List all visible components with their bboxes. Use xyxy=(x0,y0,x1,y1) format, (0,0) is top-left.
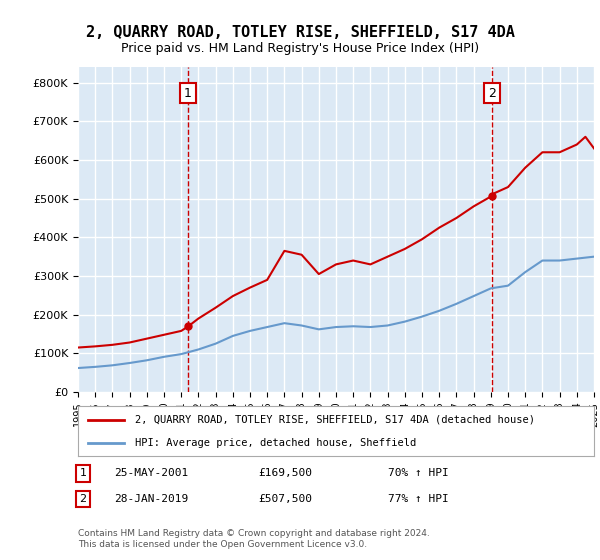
Text: 1: 1 xyxy=(184,87,192,100)
Text: 2, QUARRY ROAD, TOTLEY RISE, SHEFFIELD, S17 4DA: 2, QUARRY ROAD, TOTLEY RISE, SHEFFIELD, … xyxy=(86,25,514,40)
Text: 2: 2 xyxy=(488,87,496,100)
Text: 70% ↑ HPI: 70% ↑ HPI xyxy=(388,468,448,478)
Text: HPI: Average price, detached house, Sheffield: HPI: Average price, detached house, Shef… xyxy=(135,438,416,448)
Text: 2: 2 xyxy=(80,494,87,504)
Text: 28-JAN-2019: 28-JAN-2019 xyxy=(114,494,188,504)
Text: Price paid vs. HM Land Registry's House Price Index (HPI): Price paid vs. HM Land Registry's House … xyxy=(121,42,479,55)
Text: £169,500: £169,500 xyxy=(259,468,313,478)
Text: Contains HM Land Registry data © Crown copyright and database right 2024.
This d: Contains HM Land Registry data © Crown c… xyxy=(78,529,430,549)
Text: 2, QUARRY ROAD, TOTLEY RISE, SHEFFIELD, S17 4DA (detached house): 2, QUARRY ROAD, TOTLEY RISE, SHEFFIELD, … xyxy=(135,414,535,424)
Text: 77% ↑ HPI: 77% ↑ HPI xyxy=(388,494,448,504)
Text: £507,500: £507,500 xyxy=(259,494,313,504)
Text: 1: 1 xyxy=(80,468,86,478)
Text: 25-MAY-2001: 25-MAY-2001 xyxy=(114,468,188,478)
